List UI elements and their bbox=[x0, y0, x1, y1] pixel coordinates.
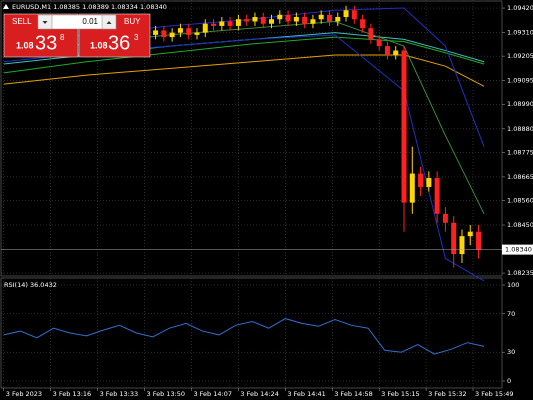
y-tick-label: 1.08990 bbox=[507, 100, 533, 108]
header: EURUSD,M1 1.08385 1.08389 1.08334 1.0834… bbox=[12, 3, 167, 11]
x-tick-label: 3 Feb 14:24 bbox=[240, 390, 279, 398]
sell-point: 8 bbox=[60, 33, 65, 42]
y-tick-label: 1.08235 bbox=[507, 269, 533, 277]
candle-body bbox=[186, 28, 192, 35]
candle-body bbox=[177, 28, 183, 33]
y-tick-label: 1.08450 bbox=[507, 221, 533, 229]
candle-body bbox=[434, 178, 440, 214]
candle-body bbox=[227, 21, 233, 26]
candle-body bbox=[376, 39, 382, 47]
indicator-line bbox=[3, 54, 485, 87]
sell-pips: 33 bbox=[35, 32, 57, 54]
main-frame bbox=[0, 0, 503, 277]
candle-body bbox=[335, 16, 341, 22]
candle-body bbox=[310, 19, 316, 24]
candle-body bbox=[260, 16, 266, 24]
candle-body bbox=[442, 213, 448, 223]
y-tick-label: 1.09095 bbox=[507, 77, 533, 85]
candle-body bbox=[351, 10, 357, 20]
rsi-frame bbox=[0, 277, 503, 389]
x-tick-label: 3 Feb 13:50 bbox=[147, 390, 186, 398]
x-tick-label: 3 Feb 14:41 bbox=[287, 390, 326, 398]
trade-panel: SELL 0.01 BUY 1.08 33 8 1.08 36 3 bbox=[3, 13, 151, 58]
candle-body bbox=[368, 28, 374, 40]
y-tick-label: 1.08880 bbox=[507, 125, 533, 133]
candle-body bbox=[476, 231, 482, 250]
candle-body bbox=[244, 19, 250, 22]
candle-body bbox=[235, 19, 241, 26]
y-tick-label: 70 bbox=[507, 310, 515, 318]
candle-body bbox=[211, 23, 217, 26]
candle-body bbox=[252, 16, 258, 22]
y-tick-label: 1.09205 bbox=[507, 52, 533, 60]
current-price-box bbox=[502, 244, 533, 255]
buy-pips: 36 bbox=[108, 32, 130, 54]
candle-body bbox=[401, 50, 407, 203]
candle-body bbox=[194, 32, 200, 35]
buy-label: BUY bbox=[124, 17, 141, 26]
candle-body bbox=[285, 14, 291, 22]
candle-body bbox=[269, 19, 275, 24]
candle-body bbox=[161, 30, 167, 38]
y-tick-label: 30 bbox=[507, 348, 515, 356]
indicator-line bbox=[3, 36, 485, 74]
x-tick-label: 3 Feb 13:33 bbox=[100, 390, 139, 398]
x-tick-label: 3 Feb 15:32 bbox=[428, 390, 467, 398]
candle-body bbox=[318, 14, 324, 20]
candle-body bbox=[360, 19, 366, 29]
candle-body bbox=[426, 178, 432, 187]
candle-body bbox=[384, 46, 390, 56]
y-tick-label: 0 bbox=[507, 377, 511, 385]
candle-body bbox=[153, 30, 159, 35]
up-arrow bbox=[106, 21, 112, 24]
candle-body bbox=[302, 16, 308, 24]
y-tick-label: 1.08665 bbox=[507, 173, 533, 181]
sell-price-big: 1.08 bbox=[16, 40, 34, 50]
x-tick-label: 3 Feb 14:07 bbox=[193, 390, 232, 398]
candle-body bbox=[467, 231, 473, 237]
candle-body bbox=[277, 14, 283, 20]
y-tick-label: 1.08775 bbox=[507, 148, 533, 156]
rsi-line bbox=[3, 318, 485, 355]
x-tick-label: 3 Feb 14:58 bbox=[334, 390, 373, 398]
x-tick-label: 3 Feb 13:16 bbox=[53, 390, 92, 398]
candle-body bbox=[418, 173, 424, 187]
y-tick-label: 100 bbox=[507, 281, 519, 289]
candle-body bbox=[219, 21, 225, 26]
x-tick-label: 3 Feb 15:49 bbox=[475, 390, 514, 398]
candle-body bbox=[451, 222, 457, 255]
candle-body bbox=[393, 50, 399, 56]
candle-body bbox=[343, 10, 349, 17]
y-tick-label: 1.09420 bbox=[507, 4, 533, 12]
x-tick-label: 3 Feb 15:15 bbox=[381, 390, 420, 398]
y-tick-label: 1.09310 bbox=[507, 29, 533, 37]
current-price-label: 1.08340 bbox=[505, 246, 532, 254]
candle-body bbox=[409, 173, 415, 203]
rsi-title: RSI(14) 36.0432 bbox=[4, 281, 57, 289]
candle-body bbox=[293, 16, 299, 22]
y-tick-label: 1.08560 bbox=[507, 196, 533, 204]
candle-body bbox=[202, 23, 208, 33]
x-tick-label: 3 Feb 2023 bbox=[6, 390, 42, 398]
down-arrow bbox=[42, 21, 48, 24]
buy-price-big: 1.08 bbox=[90, 40, 108, 50]
candle-body bbox=[326, 14, 332, 22]
buy-point: 3 bbox=[134, 33, 139, 42]
candle-body bbox=[459, 236, 465, 255]
collapse-icon[interactable] bbox=[3, 4, 9, 9]
candle-body bbox=[169, 32, 175, 38]
lot-value: 0.01 bbox=[82, 17, 98, 26]
sell-label: SELL bbox=[12, 17, 32, 26]
